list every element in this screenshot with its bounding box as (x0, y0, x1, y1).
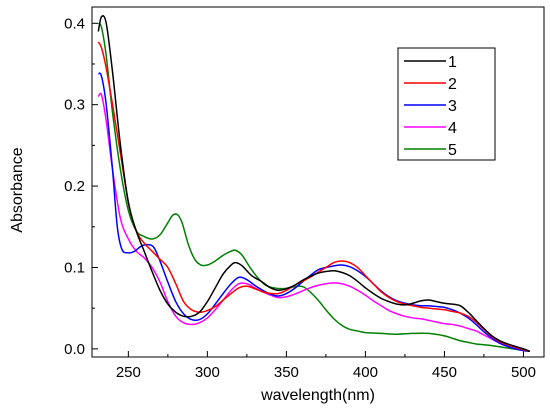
legend-label-5: 5 (448, 142, 457, 159)
legend-label-1: 1 (448, 54, 457, 71)
y-tick-label: 0.2 (64, 178, 85, 195)
series-line-5 (97, 22, 530, 353)
y-axis-label: Absorbance (9, 147, 26, 232)
y-axis-ticks: 0.0 0.1 0.2 0.3 0.4 (64, 15, 98, 358)
x-tick-label: 300 (195, 364, 220, 381)
y-tick-label: 0.3 (64, 97, 85, 114)
x-tick-label: 350 (274, 364, 299, 381)
x-tick-label: 250 (116, 364, 141, 381)
y-tick-label: 0.4 (64, 15, 85, 32)
legend-box (397, 47, 496, 161)
plot-frame (91, 6, 545, 358)
legend-label-2: 2 (448, 76, 457, 93)
x-tick-label: 450 (432, 364, 457, 381)
legend: 1 2 3 4 5 (397, 47, 496, 161)
legend-label-4: 4 (448, 120, 457, 137)
x-tick-label: 400 (353, 364, 378, 381)
x-tick-label: 500 (511, 364, 536, 381)
x-axis-label: wavelength(nm) (260, 387, 375, 404)
series-line-4 (97, 92, 530, 353)
y-tick-label: 0.1 (64, 259, 85, 276)
series-line-1 (97, 15, 531, 353)
legend-label-3: 3 (448, 98, 457, 115)
y-tick-label: 0.0 (64, 341, 85, 358)
x-axis-ticks: 250 300 350 400 450 500 (116, 351, 536, 381)
series-layer (97, 15, 531, 353)
